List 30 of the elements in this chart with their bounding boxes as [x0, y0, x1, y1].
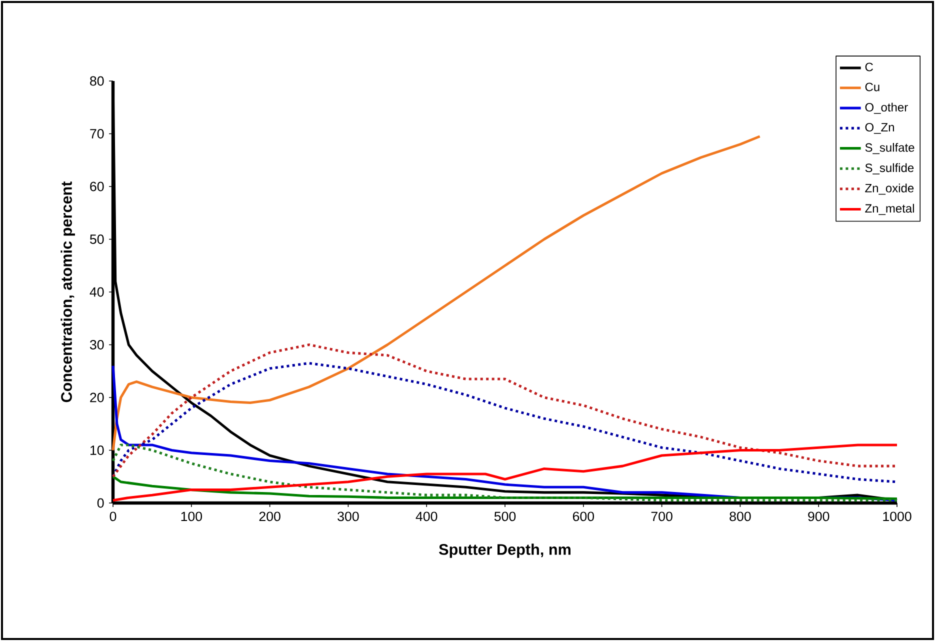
y-tick-label: 60 [90, 182, 104, 192]
y-tick-label: 70 [90, 129, 104, 138]
x-tick-label: 900 [808, 512, 830, 522]
legend-label: Zn_metal [865, 204, 914, 215]
x-tick-label: 100 [181, 512, 202, 522]
y-tick-label: 10 [90, 446, 104, 455]
x-tick-label: 300 [338, 512, 359, 522]
y-tick-label: 50 [90, 234, 104, 244]
y-tick-label: 20 [90, 392, 104, 402]
y-axis-title: Concentration, atomic percent [60, 181, 75, 402]
x-axis-title: Sputter Depth, nm [439, 544, 570, 558]
legend-label: Cu [865, 82, 880, 92]
legend-label: O_other [865, 102, 908, 114]
x-tick-label: 600 [572, 512, 594, 522]
legend-label: S_sulfide [865, 163, 914, 174]
legend-label: S_sulfate [865, 142, 914, 154]
x-tick-label: 400 [416, 512, 438, 522]
y-tick-label: 0 [97, 498, 104, 508]
x-tick-label: 700 [651, 512, 672, 522]
x-tick-label: 800 [730, 512, 751, 522]
legend-label: C [865, 62, 873, 72]
y-tick-label: 80 [90, 76, 104, 86]
x-tick-label: 500 [494, 512, 516, 522]
x-tick-label: 0 [110, 512, 116, 522]
legend-label: O_Zn [865, 122, 894, 134]
x-tick-label: 200 [259, 512, 280, 522]
legend-label: Zn_oxide [865, 184, 914, 195]
y-tick-label: 40 [90, 287, 104, 297]
y-tick-label: 30 [90, 340, 104, 350]
x-tick-label: 1000 [883, 512, 912, 522]
